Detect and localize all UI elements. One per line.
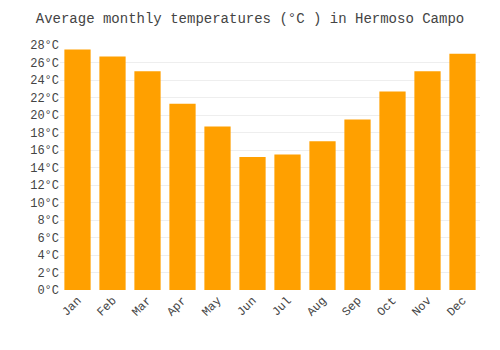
svg-text:Nov: Nov bbox=[409, 294, 434, 319]
svg-text:Average monthly temperatures (: Average monthly temperatures (°C ) in He… bbox=[36, 11, 464, 27]
svg-text:6°C: 6°C bbox=[37, 232, 59, 246]
svg-text:26°C: 26°C bbox=[30, 57, 59, 71]
svg-text:18°C: 18°C bbox=[30, 127, 59, 141]
svg-text:Dec: Dec bbox=[444, 294, 469, 319]
svg-text:24°C: 24°C bbox=[30, 74, 59, 88]
svg-text:10°C: 10°C bbox=[30, 197, 59, 211]
svg-text:Jul: Jul bbox=[269, 294, 294, 319]
svg-text:22°C: 22°C bbox=[30, 92, 59, 106]
svg-text:2°C: 2°C bbox=[37, 267, 59, 281]
svg-text:Feb: Feb bbox=[94, 294, 119, 319]
svg-text:4°C: 4°C bbox=[37, 249, 59, 263]
svg-text:Jan: Jan bbox=[59, 294, 84, 319]
svg-text:28°C: 28°C bbox=[30, 39, 59, 53]
svg-text:8°C: 8°C bbox=[37, 214, 59, 228]
svg-text:Sep: Sep bbox=[339, 294, 364, 319]
svg-text:May: May bbox=[199, 294, 224, 319]
svg-text:0°C: 0°C bbox=[37, 284, 59, 298]
svg-text:14°C: 14°C bbox=[30, 162, 59, 176]
svg-text:Apr: Apr bbox=[164, 294, 189, 319]
svg-text:Oct: Oct bbox=[374, 294, 399, 319]
svg-text:Jun: Jun bbox=[234, 294, 259, 319]
svg-text:20°C: 20°C bbox=[30, 109, 59, 123]
svg-text:Mar: Mar bbox=[129, 294, 154, 319]
svg-text:12°C: 12°C bbox=[30, 179, 59, 193]
svg-text:Aug: Aug bbox=[304, 294, 329, 319]
svg-text:16°C: 16°C bbox=[30, 144, 59, 158]
